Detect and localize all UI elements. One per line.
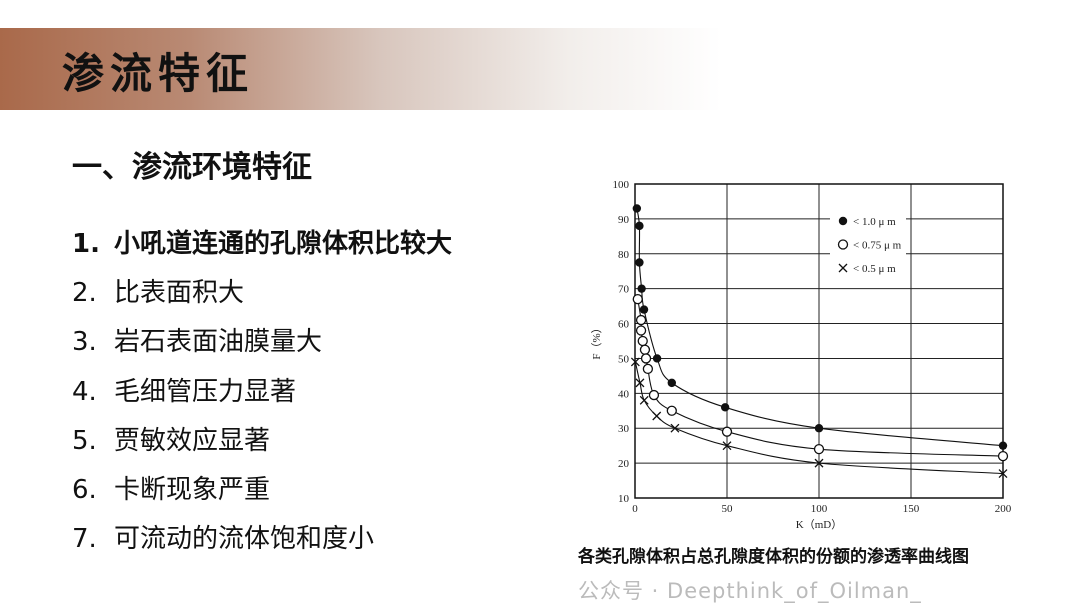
data-point: [639, 344, 651, 355]
legend-label: < 0.5 μ m: [853, 263, 896, 275]
data-point: [639, 305, 649, 314]
data-point: [813, 444, 825, 455]
data-point: [635, 325, 647, 336]
data-point: [632, 293, 643, 305]
data-point: [666, 405, 677, 416]
legend-marker: [837, 239, 849, 250]
y-tick-label: 80: [618, 249, 630, 261]
list-item: 6. 卡断现象严重: [72, 470, 452, 519]
list-item: 5. 贾敏效应显著: [72, 421, 452, 470]
data-point: [632, 204, 642, 213]
list-item: 1. 小吼道连通的孔隙体积比较大: [72, 224, 452, 273]
section-heading: 一、渗流环境特征: [72, 150, 312, 185]
list-item: 3. 岩石表面油膜量大: [72, 322, 452, 371]
series-line: [637, 299, 1004, 457]
y-tick-label: 90: [618, 214, 630, 226]
data-point: [667, 378, 676, 388]
legend-label: < 1.0 μ m: [853, 216, 896, 228]
data-point: [652, 354, 662, 363]
item-number: 6.: [72, 474, 97, 505]
item-text: 可流动的流体饱和度小: [114, 524, 375, 555]
feature-list: 1. 小吼道连通的孔隙体积比较大 2. 比表面积大 3. 岩石表面油膜量大 4. 毛细管压力显…: [72, 224, 452, 568]
data-point: [635, 314, 647, 326]
list-item: 2. 比表面积大: [72, 273, 452, 322]
data-point: [998, 441, 1008, 450]
item-text: 卡断现象严重: [114, 474, 271, 505]
item-number: 2.: [72, 278, 97, 309]
permeability-chart: 10 20 30 40 50 60 70 80 90 100 0 50 100 150 200 K（mD） F（…: [590, 179, 1012, 531]
y-tick-label: 50: [618, 353, 630, 365]
y-axis-label: F（%）: [590, 322, 603, 359]
y-tick-label: 40: [618, 388, 630, 400]
plot-frame: [634, 183, 1004, 499]
legend-marker: [838, 263, 848, 273]
list-item: 7. 可流动的流体饱和度小: [72, 519, 452, 568]
y-tick-label: 30: [618, 423, 630, 435]
title-band: [0, 28, 760, 110]
data-point: [722, 441, 732, 451]
data-point: [630, 357, 640, 367]
data-point: [814, 458, 824, 468]
data-point: [637, 284, 646, 293]
data-point: [639, 395, 649, 405]
data-point: [637, 335, 648, 347]
data-point: [670, 423, 680, 433]
item-number: 1.: [72, 229, 100, 259]
item-text: 岩石表面油膜量大: [114, 327, 323, 358]
x-axis-label: K（mD）: [796, 518, 842, 531]
x-tick-label: 0: [632, 503, 638, 515]
data-point: [635, 258, 644, 267]
watermark: 公众号 · Deepthink_of_Oilman_: [578, 579, 922, 603]
data-point: [642, 363, 654, 375]
item-text: 比表面积大: [114, 278, 245, 309]
data-point: [635, 378, 645, 388]
data-point: [814, 424, 824, 433]
data-point: [635, 221, 644, 231]
data-point: [648, 389, 660, 401]
y-tick-label: 100: [613, 179, 630, 191]
y-tick-label: 20: [618, 458, 630, 470]
list-item: 4. 毛细管压力显著: [72, 372, 452, 421]
data-point: [997, 450, 1009, 462]
item-text: 贾敏效应显著: [114, 425, 271, 456]
item-text: 毛细管压力显著: [114, 376, 297, 407]
item-number: 3.: [72, 327, 97, 358]
chart-caption: 各类孔隙体积占总孔隙度体积的份额的渗透率曲线图: [578, 547, 969, 567]
data-point: [640, 353, 652, 364]
data-point: [720, 403, 730, 412]
data-point: [721, 426, 733, 437]
y-tick-label: 10: [618, 493, 630, 505]
x-tick-label: 200: [995, 503, 1012, 515]
data-point: [652, 411, 662, 421]
y-tick-label: 60: [618, 319, 630, 331]
x-tick-label: 100: [811, 503, 828, 515]
series-line: [636, 208, 1004, 447]
legend-label: < 0.75 μ m: [853, 240, 902, 252]
legend-marker: [838, 216, 848, 226]
item-number: 4.: [72, 376, 97, 407]
item-number: 5.: [72, 425, 97, 456]
y-tick-label: 70: [618, 284, 630, 296]
item-number: 7.: [72, 524, 97, 555]
item-text: 小吼道连通的孔隙体积比较大: [114, 229, 453, 259]
slide-title: 渗流特征: [62, 49, 255, 98]
data-point: [998, 469, 1008, 479]
x-tick-label: 150: [903, 503, 920, 515]
x-tick-label: 50: [722, 503, 734, 515]
